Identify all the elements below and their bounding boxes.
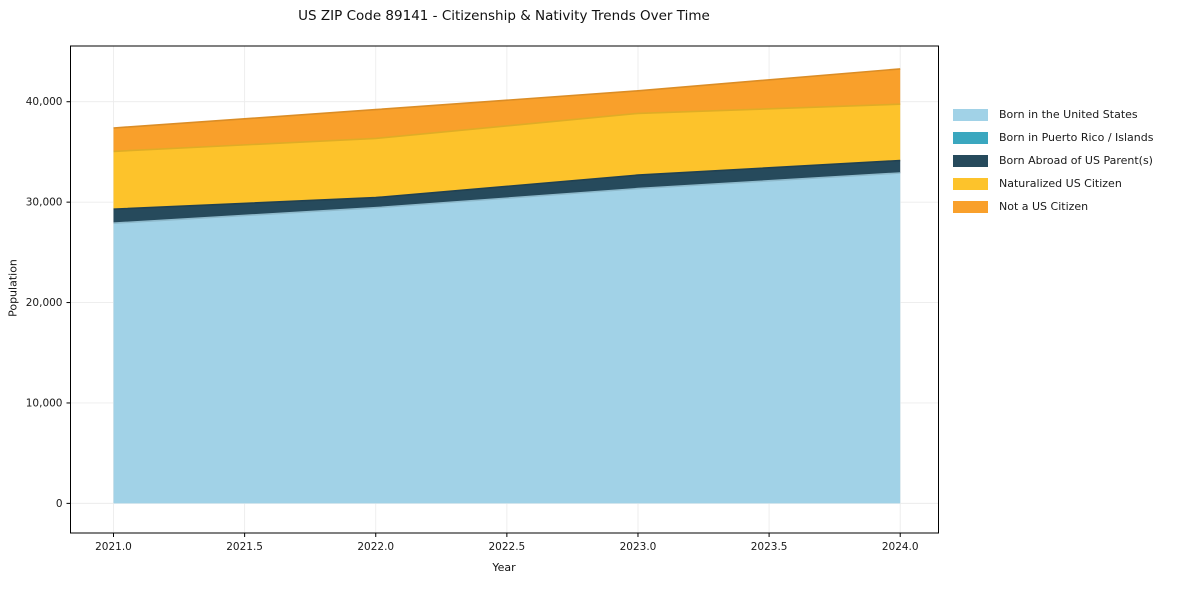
x-tick-label: 2022.0 xyxy=(357,541,394,553)
x-tick-label: 2024.0 xyxy=(882,541,919,553)
legend-swatch xyxy=(953,154,988,167)
legend-label: Born in Puerto Rico / Islands xyxy=(999,131,1154,144)
x-tick-label: 2023.5 xyxy=(751,541,788,553)
y-tick-label: 30,000 xyxy=(26,197,63,209)
legend-item: Naturalized US Citizen xyxy=(953,172,1153,195)
x-tick-label: 2021.0 xyxy=(95,541,132,553)
y-tick-label: 0 xyxy=(56,498,63,510)
stacked-areas xyxy=(113,68,901,504)
area-series xyxy=(113,173,901,504)
area-series xyxy=(113,104,901,210)
x-tick-label: 2023.0 xyxy=(620,541,657,553)
area-top-edge xyxy=(113,159,901,210)
x-axis-label: Year xyxy=(492,561,516,574)
legend: Born in the United States Born in Puerto … xyxy=(953,103,1153,218)
area-top-edge xyxy=(113,103,901,153)
axes-frame xyxy=(70,45,939,534)
y-axis-label: Population xyxy=(6,259,20,317)
legend-label: Not a US Citizen xyxy=(999,200,1089,213)
area-edges xyxy=(113,68,901,224)
x-tick-labels: 2021.0 2021.5 2022.0 2022.5 2023.0 2023.5 2024… xyxy=(95,541,918,553)
legend-swatch xyxy=(953,177,988,190)
y-tick-label: 20,000 xyxy=(26,297,63,309)
area-top-edge xyxy=(113,172,901,224)
legend-label: Born Abroad of US Parent(s) xyxy=(999,154,1153,167)
area-series xyxy=(113,68,901,152)
x-tick-label: 2021.5 xyxy=(226,541,263,553)
legend-swatch xyxy=(953,108,988,121)
axis-ticks xyxy=(66,101,901,537)
x-tick-label: 2022.5 xyxy=(488,541,525,553)
chart-title: US ZIP Code 89141 - Citizenship & Nativi… xyxy=(298,8,710,24)
legend-swatch xyxy=(953,131,988,144)
legend-swatch xyxy=(953,200,988,213)
legend-label: Born in the United States xyxy=(999,108,1138,121)
y-tick-label: 40,000 xyxy=(26,96,63,108)
legend-item: Born in Puerto Rico / Islands xyxy=(953,126,1153,149)
legend-label: Naturalized US Citizen xyxy=(999,177,1122,190)
legend-item: Born Abroad of US Parent(s) xyxy=(953,149,1153,172)
y-tick-labels: 0 10,000 20,000 30,000 40,000 xyxy=(26,96,63,510)
y-tick-label: 10,000 xyxy=(26,397,63,409)
area-top-edge xyxy=(113,68,901,129)
area-series xyxy=(113,160,901,224)
legend-item: Born in the United States xyxy=(953,103,1153,126)
legend-item: Not a US Citizen xyxy=(953,195,1153,218)
